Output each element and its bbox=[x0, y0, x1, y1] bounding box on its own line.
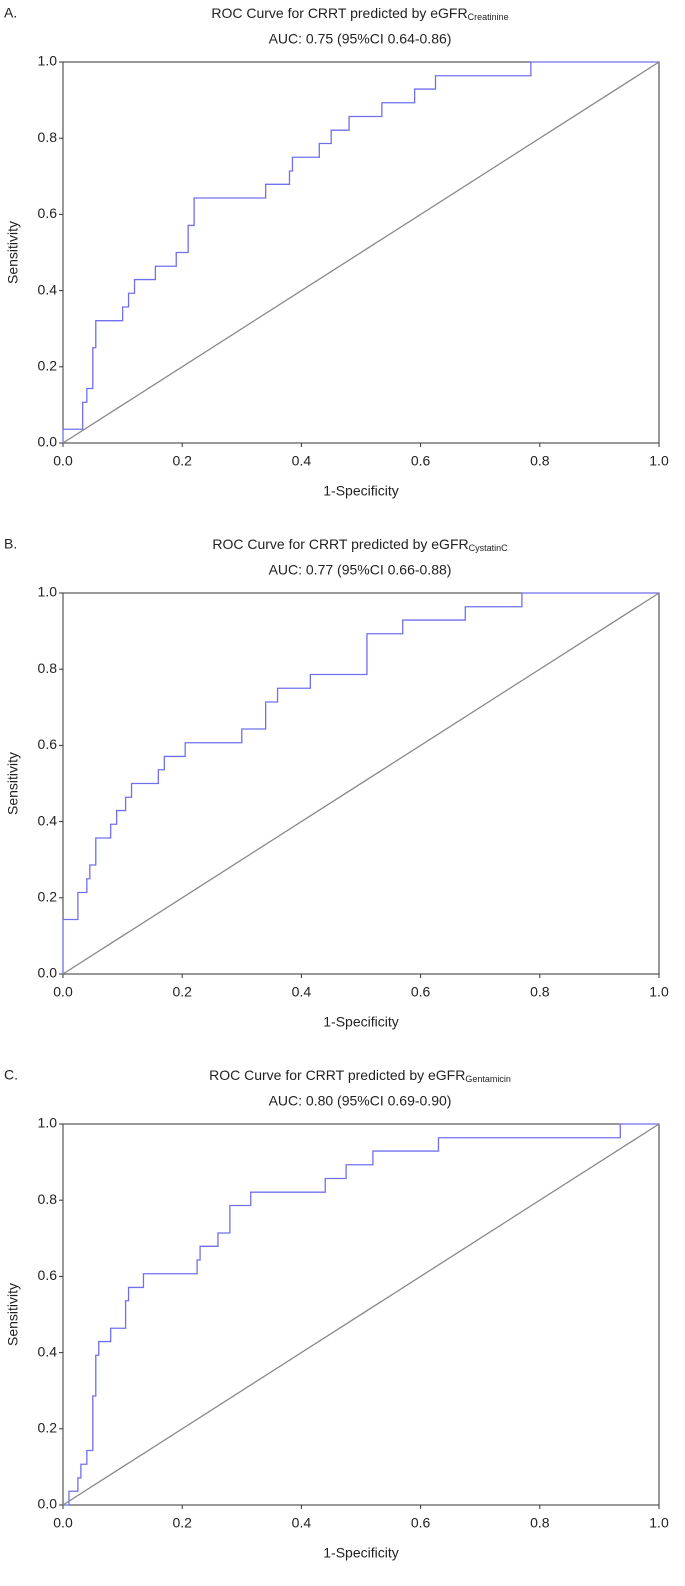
title-subscript: Creatinine bbox=[468, 12, 509, 22]
y-tick-label: 0.0 bbox=[38, 434, 58, 450]
chart-title: ROC Curve for CRRT predicted by eGFRCrea… bbox=[211, 5, 508, 23]
x-tick-label: 0.6 bbox=[411, 1515, 431, 1531]
x-tick-label: 0.4 bbox=[292, 453, 312, 469]
y-tick-label: 1.0 bbox=[38, 584, 58, 600]
x-tick-label: 1.0 bbox=[649, 453, 669, 469]
chart-subtitle: AUC: 0.77 (95%CI 0.66-0.88) bbox=[269, 562, 452, 578]
chart-title: ROC Curve for CRRT predicted by eGFRCyst… bbox=[212, 536, 508, 554]
x-tick-label: 0.4 bbox=[292, 1515, 312, 1531]
title-main: ROC Curve for CRRT predicted by eGFR bbox=[209, 1067, 465, 1083]
x-tick-label: 0.8 bbox=[530, 984, 550, 1000]
x-tick-label: 0.6 bbox=[411, 453, 431, 469]
x-tick-label: 0.2 bbox=[172, 984, 192, 1000]
roc-curve bbox=[62, 592, 659, 974]
panel-label: B. bbox=[4, 536, 17, 552]
x-axis-label: 1-Specificity bbox=[323, 1014, 398, 1030]
x-tick-label: 0.4 bbox=[292, 984, 312, 1000]
x-tick-label: 0.2 bbox=[172, 1515, 192, 1531]
y-tick-label: 0.4 bbox=[38, 1343, 58, 1359]
y-tick-label: 0.4 bbox=[38, 812, 58, 828]
chart-subtitle: AUC: 0.80 (95%CI 0.69-0.90) bbox=[269, 1093, 452, 1109]
x-tick-label: 0.0 bbox=[53, 453, 73, 469]
roc-curve bbox=[62, 61, 659, 443]
x-tick-label: 0.6 bbox=[411, 984, 431, 1000]
title-subscript: Gentamicin bbox=[465, 1074, 511, 1084]
y-axis-label: Sensitivity bbox=[5, 221, 21, 284]
x-tick-label: 1.0 bbox=[649, 984, 669, 1000]
y-tick-label: 0.6 bbox=[38, 1267, 58, 1283]
plot-frame bbox=[62, 592, 660, 975]
plot-frame bbox=[62, 61, 660, 444]
y-tick-label: 0.8 bbox=[38, 660, 58, 676]
y-tick-label: 0.8 bbox=[38, 129, 58, 145]
title-main: ROC Curve for CRRT predicted by eGFR bbox=[211, 5, 467, 21]
x-tick-label: 0.0 bbox=[53, 1515, 73, 1531]
roc-curve bbox=[63, 1123, 659, 1506]
y-tick-label: 1.0 bbox=[38, 53, 58, 69]
panel-label: C. bbox=[4, 1067, 18, 1083]
title-subscript: CystatinC bbox=[469, 543, 509, 553]
x-tick-label: 0.8 bbox=[530, 1515, 550, 1531]
y-tick-label: 0.2 bbox=[38, 889, 58, 905]
panel-label: A. bbox=[4, 5, 17, 21]
x-tick-label: 0.0 bbox=[53, 984, 73, 1000]
y-tick-label: 0.6 bbox=[38, 205, 58, 221]
y-tick-label: 0.2 bbox=[38, 358, 58, 374]
chart-subtitle: AUC: 0.75 (95%CI 0.64-0.86) bbox=[269, 31, 452, 47]
x-tick-label: 0.2 bbox=[172, 453, 192, 469]
x-tick-label: 1.0 bbox=[649, 1515, 669, 1531]
title-main: ROC Curve for CRRT predicted by eGFR bbox=[212, 536, 468, 552]
reference-line bbox=[62, 592, 660, 975]
y-tick-label: 0.0 bbox=[38, 965, 58, 981]
reference-line bbox=[62, 1123, 660, 1506]
y-tick-label: 0.8 bbox=[38, 1191, 58, 1207]
x-axis-label: 1-Specificity bbox=[323, 483, 398, 499]
y-axis-label: Sensitivity bbox=[5, 1283, 21, 1346]
y-tick-label: 0.4 bbox=[38, 281, 58, 297]
x-axis-label: 1-Specificity bbox=[323, 1545, 398, 1561]
x-tick-label: 0.8 bbox=[530, 453, 550, 469]
chart-title: ROC Curve for CRRT predicted by eGFRGent… bbox=[209, 1067, 511, 1085]
plot-frame bbox=[62, 1123, 660, 1506]
y-tick-label: 0.6 bbox=[38, 736, 58, 752]
reference-line bbox=[62, 61, 660, 444]
y-tick-label: 0.0 bbox=[38, 1496, 58, 1512]
y-tick-label: 1.0 bbox=[38, 1115, 58, 1131]
y-axis-label: Sensitivity bbox=[5, 752, 21, 815]
y-tick-label: 0.2 bbox=[38, 1420, 58, 1436]
